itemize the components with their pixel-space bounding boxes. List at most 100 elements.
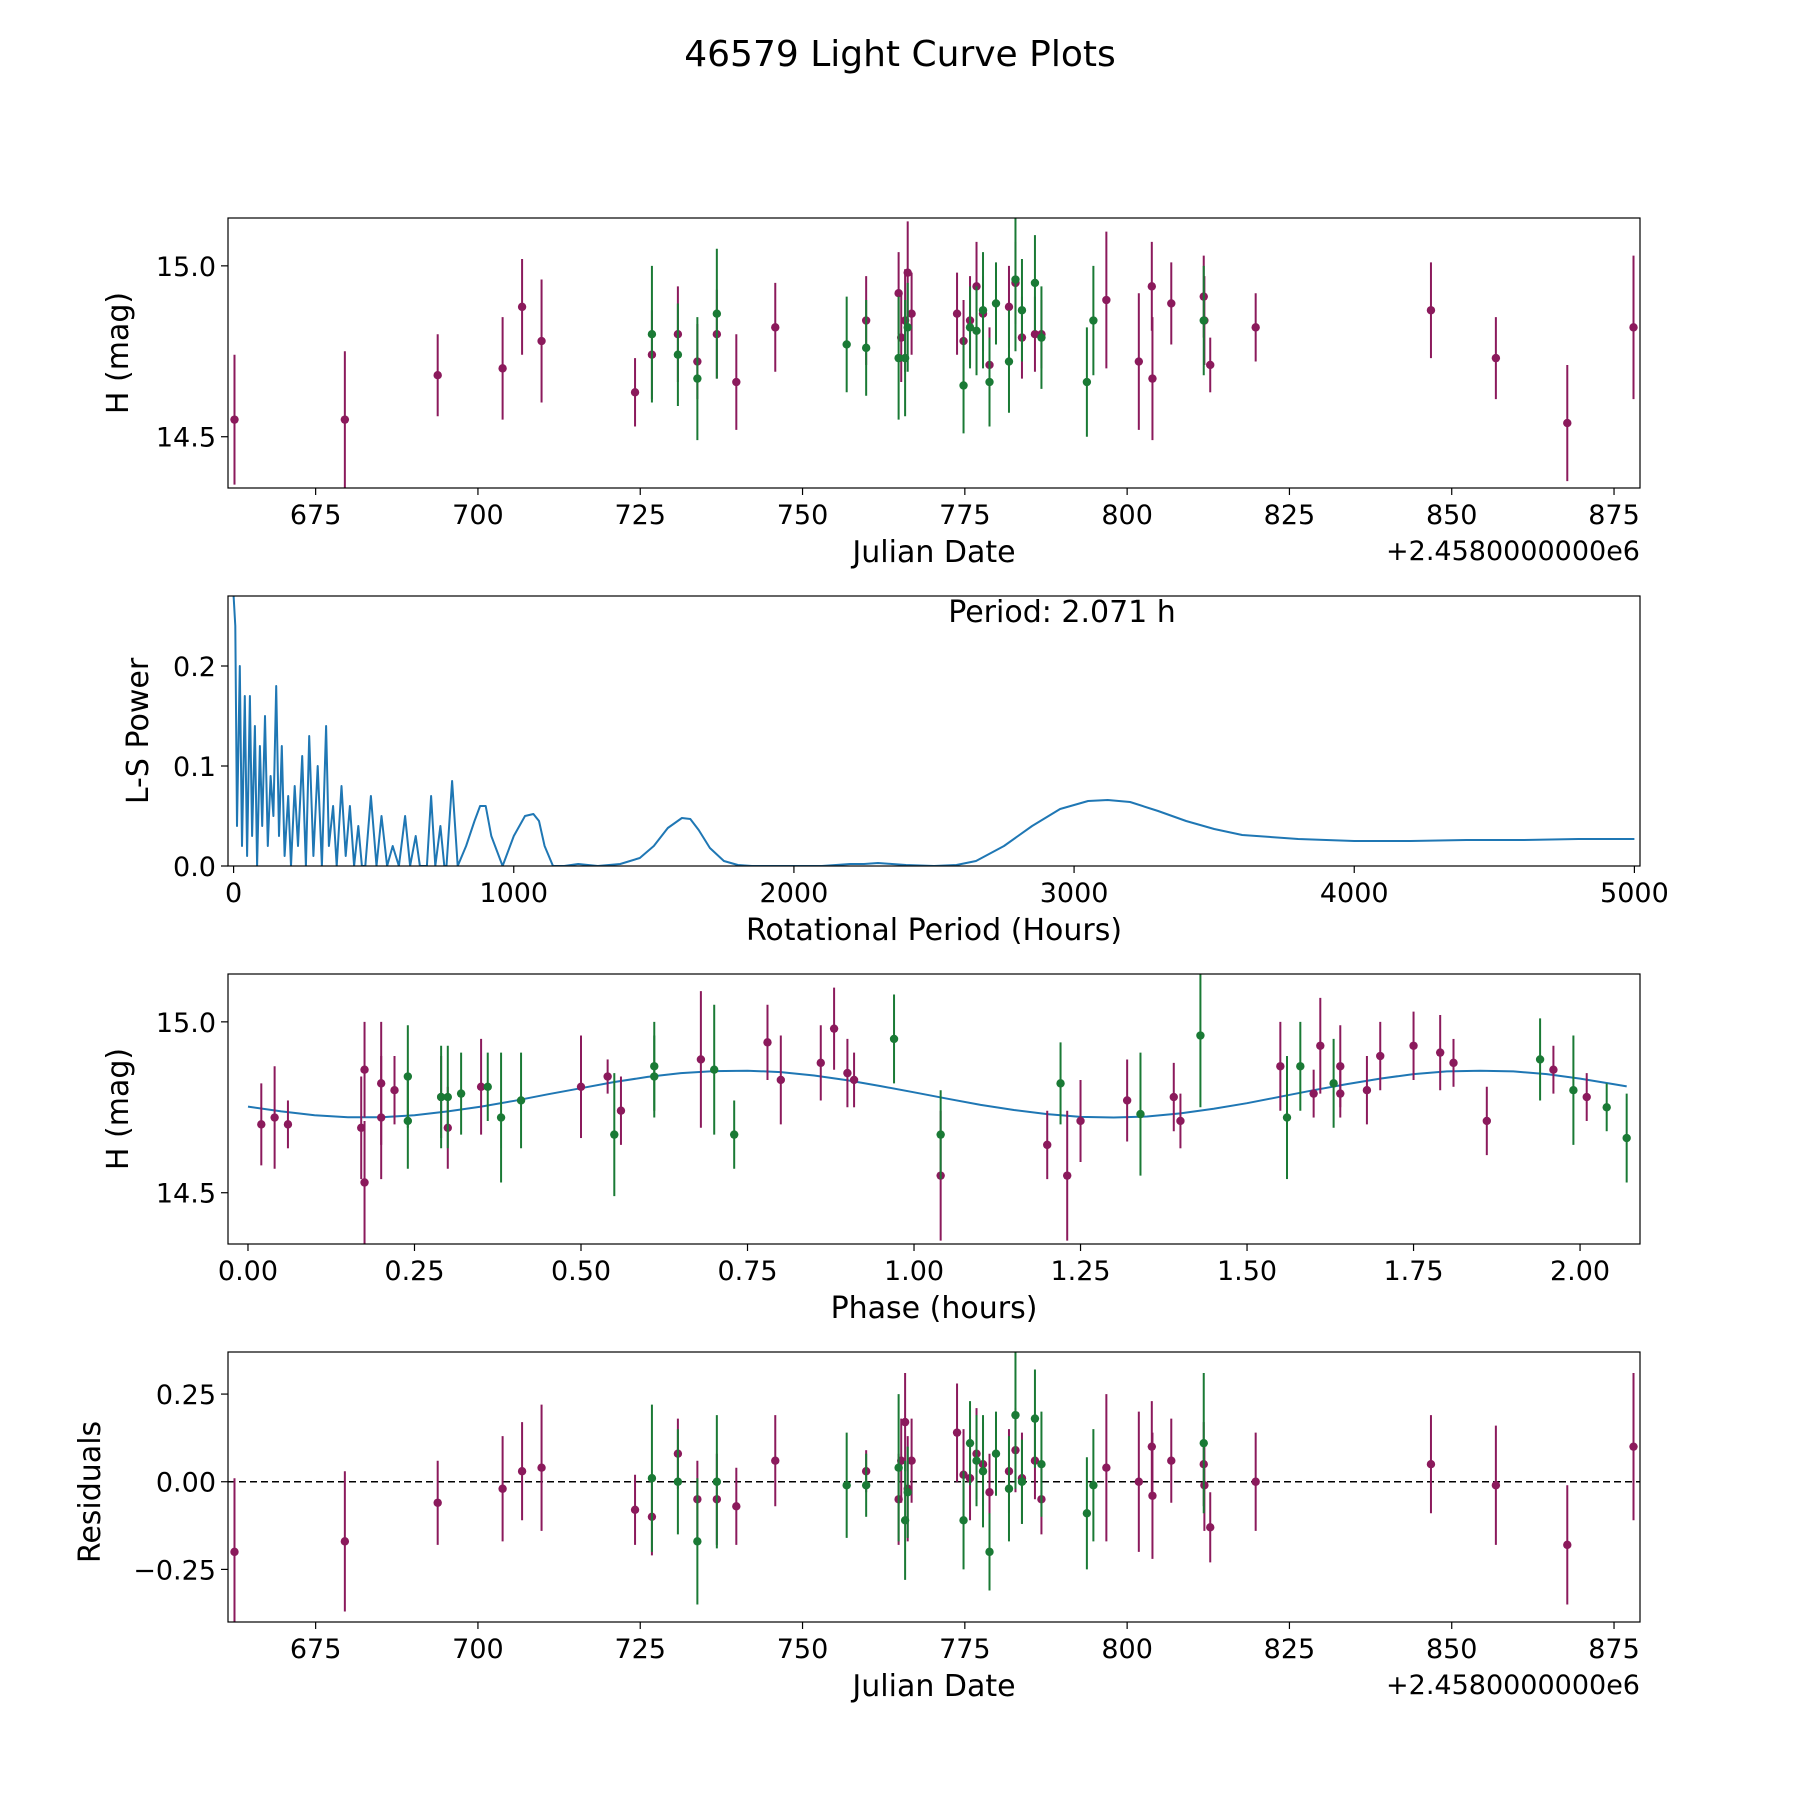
data-point xyxy=(1004,357,1014,366)
power-curve xyxy=(232,596,1635,866)
data-point xyxy=(1426,306,1436,315)
data-point xyxy=(1282,1113,1292,1122)
data-point xyxy=(1629,1442,1638,1451)
data-point xyxy=(894,1463,903,1472)
data-point xyxy=(693,1537,702,1546)
data-point xyxy=(498,364,507,373)
data-point xyxy=(732,1502,741,1511)
data-point xyxy=(894,353,903,363)
data-point xyxy=(1076,1116,1085,1126)
data-point xyxy=(1017,306,1027,315)
data-point xyxy=(1011,1410,1020,1420)
data-point xyxy=(650,1072,659,1081)
data-point xyxy=(283,1120,293,1129)
data-point xyxy=(630,1505,640,1514)
data-point xyxy=(1037,333,1046,342)
data-point xyxy=(849,1075,859,1085)
data-point xyxy=(991,1449,1001,1458)
data-point xyxy=(842,340,851,349)
data-point xyxy=(693,374,702,383)
model-fit-curve xyxy=(247,1069,1627,1119)
x-tick-label: 825 xyxy=(1264,500,1316,531)
panel-residuals: 675 700 725 750 775 800 825 850 875 −0.25 0.00 0.25… xyxy=(73,1351,1641,1704)
data-point xyxy=(991,299,1001,308)
data-point xyxy=(443,1092,452,1102)
data-point xyxy=(1136,1109,1145,1119)
data-point xyxy=(1063,1171,1072,1180)
data-point xyxy=(340,415,350,424)
data-point xyxy=(763,1038,772,1047)
data-point xyxy=(230,415,239,424)
data-point xyxy=(710,1065,719,1074)
data-point xyxy=(257,1120,266,1129)
data-point xyxy=(1148,374,1157,383)
data-point xyxy=(903,1488,912,1497)
period-annotation: Period: 2.071 h xyxy=(948,595,1176,630)
data-point xyxy=(357,1123,366,1132)
x-tick-label: 775 xyxy=(939,1634,991,1665)
data-point xyxy=(776,1075,786,1085)
data-point xyxy=(732,377,741,387)
y-tick-label: 15.0 xyxy=(156,1008,216,1039)
data-point xyxy=(712,309,722,318)
x-tick-label: 0.00 xyxy=(218,1256,278,1287)
data-point xyxy=(403,1116,413,1126)
data-point xyxy=(1569,1086,1578,1095)
x-tick-label: 0.75 xyxy=(717,1256,777,1287)
data-point xyxy=(1147,282,1157,291)
data-point xyxy=(1102,1463,1111,1472)
x-tick-label: 750 xyxy=(777,1634,829,1665)
y-tick-label: 0.1 xyxy=(173,752,216,783)
data-point xyxy=(1043,1140,1052,1150)
data-point xyxy=(1011,275,1020,284)
y-axis-label: H (mag) xyxy=(101,292,136,414)
data-point xyxy=(959,381,968,390)
data-point xyxy=(1030,330,1040,339)
y-tick-label: 15.0 xyxy=(156,252,216,283)
data-point xyxy=(972,1456,981,1465)
data-point xyxy=(861,1481,871,1490)
x-tick-label: 1.75 xyxy=(1383,1256,1443,1287)
data-point xyxy=(1622,1133,1631,1143)
data-point xyxy=(985,1547,994,1557)
x-tick-label: 0.25 xyxy=(384,1256,444,1287)
data-point xyxy=(1491,353,1501,363)
data-point xyxy=(496,1113,506,1122)
x-tick-label: 1000 xyxy=(479,878,548,909)
data-point xyxy=(959,1516,968,1525)
data-point xyxy=(1196,1031,1205,1040)
data-point xyxy=(903,323,912,332)
panel-phased: 0.00 0.25 0.50 0.75 1.00 1.25 1.50 1.75 2.00 14.5… xyxy=(101,973,1641,1326)
data-point xyxy=(978,306,988,315)
data-point xyxy=(1563,418,1572,428)
x-tick-label: 3000 xyxy=(1040,878,1109,909)
data-point xyxy=(1176,1116,1185,1126)
data-point xyxy=(1089,1481,1098,1490)
x-tick-label: 725 xyxy=(614,1634,666,1665)
y-tick-label: 0.2 xyxy=(173,652,216,683)
data-point xyxy=(771,323,780,332)
x-tick-label: 1.25 xyxy=(1050,1256,1110,1287)
data-point xyxy=(673,350,683,359)
data-point xyxy=(985,1488,994,1497)
data-point xyxy=(1276,1062,1285,1071)
data-point xyxy=(1102,295,1111,305)
data-point xyxy=(476,1082,486,1091)
data-point xyxy=(517,302,527,312)
axes-frame xyxy=(227,217,1641,489)
data-point xyxy=(1206,360,1215,370)
data-point xyxy=(972,326,981,335)
y-tick-label: −0.25 xyxy=(133,1555,216,1586)
data-point xyxy=(1030,278,1040,288)
data-point xyxy=(1004,1484,1014,1493)
x-axis-label: Julian Date xyxy=(850,1669,1015,1704)
data-point xyxy=(1535,1055,1545,1064)
data-point xyxy=(516,1096,526,1105)
axes-frame xyxy=(227,595,1641,867)
data-point xyxy=(1134,357,1144,366)
data-point xyxy=(376,1113,386,1122)
data-point xyxy=(771,1456,780,1465)
x-tick-label: 850 xyxy=(1426,1634,1478,1665)
data-point xyxy=(673,1477,683,1486)
x-tick-label: 2000 xyxy=(760,878,829,909)
